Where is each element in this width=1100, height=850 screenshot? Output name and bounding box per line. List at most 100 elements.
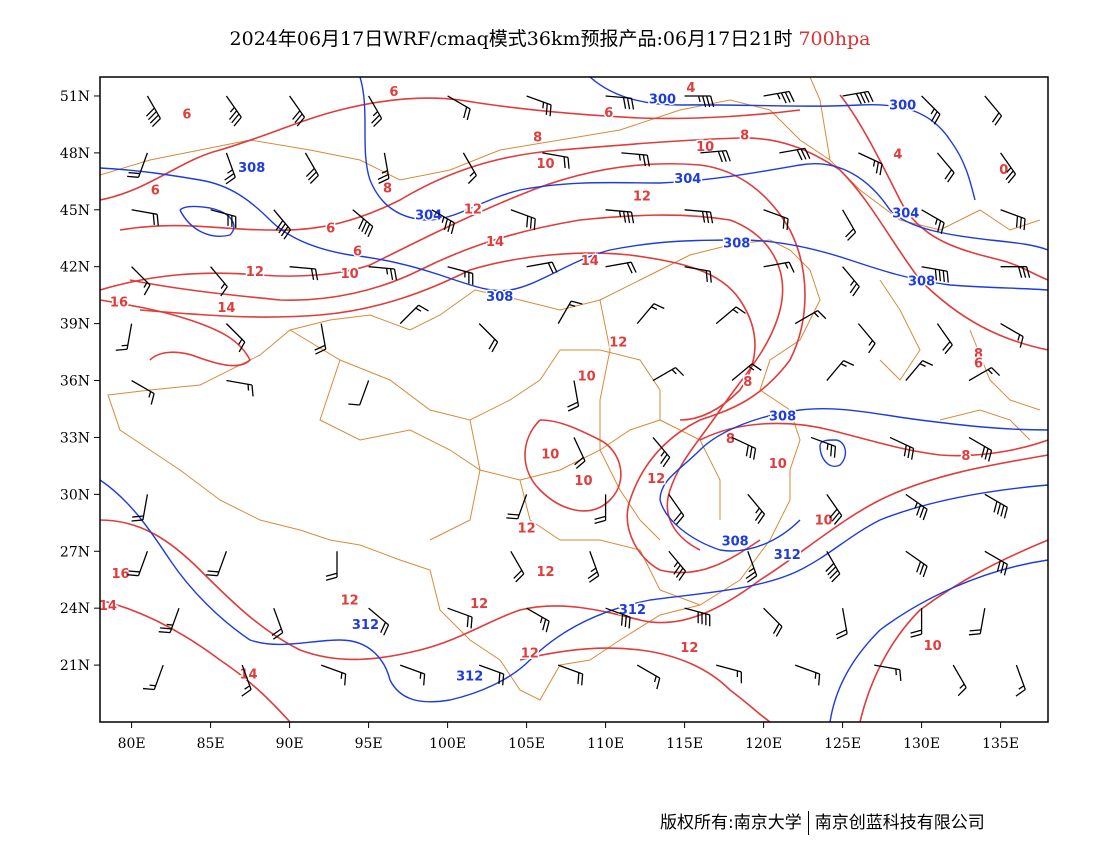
wind-barb [857, 323, 876, 354]
y-axis-ticks: 51N 48N 45N 42N 39N 36N 33N 30N 27N 24N 21N [60, 89, 100, 674]
wind-barb [763, 90, 795, 104]
wind-barb [447, 607, 473, 629]
wind-barb [794, 310, 827, 325]
temp-isotherm-8 [119, 137, 1048, 351]
wind-barb [684, 95, 715, 108]
temperature-label: 4 [893, 148, 902, 163]
wind-barb [936, 323, 953, 355]
wind-barb [320, 664, 347, 686]
temperature-label: 14 [239, 667, 257, 682]
wind-barb [594, 494, 607, 524]
temperature-label: 12 [633, 189, 651, 204]
wind-barb [145, 95, 161, 128]
x-tick-label: 100E [429, 736, 466, 752]
wind-barb [826, 360, 855, 381]
wind-barb [763, 261, 795, 273]
temperature-label: 10 [537, 157, 555, 172]
footer: 版权所有:南京大学 南京创蓝科技有限公司 [660, 808, 985, 835]
wind-barb [158, 607, 180, 634]
copyright-text: 版权所有:南京大学 [660, 813, 802, 833]
wind-barb [905, 493, 928, 521]
wind-barb [399, 304, 429, 325]
wind-barb [399, 664, 426, 686]
geopotential-label: 312 [456, 669, 483, 684]
temperature-label: 6 [974, 356, 983, 371]
x-tick-label: 80E [118, 736, 146, 752]
wind-barb [273, 209, 292, 240]
geopotential-label: 312 [352, 618, 379, 633]
temperature-label: 6 [326, 222, 335, 237]
wind-barb [605, 261, 637, 274]
y-tick-label: 45N [60, 203, 90, 219]
temperature-label: 0 [999, 163, 1008, 178]
chart-title: 2024年06月17日WRF/cmaq模式36km预报产品:06月17日21时 7… [0, 24, 1100, 51]
x-tick-label: 95E [355, 736, 383, 752]
y-tick-label: 33N [60, 430, 90, 446]
wind-barb [478, 664, 505, 686]
y-tick-label: 24N [60, 601, 90, 617]
temperature-label: 12 [464, 203, 482, 218]
wind-barb [984, 550, 1008, 576]
temperature-label: 10 [578, 370, 596, 385]
geo-isoline-308-west [100, 167, 1048, 292]
temperature-label: 8 [740, 129, 749, 144]
wind-barb [131, 379, 155, 405]
wind-barb [968, 436, 993, 462]
y-tick-label: 30N [60, 487, 90, 503]
geo-isoline-outline-1 [179, 205, 235, 237]
temp-isotherm-16 [100, 299, 251, 367]
temperature-label: 16 [111, 567, 129, 582]
wind-barb [1000, 152, 1017, 184]
wind-barb [668, 493, 685, 525]
geopotential-label: 308 [769, 409, 796, 424]
temperature-label: 12 [518, 521, 536, 536]
geopotential-contours [100, 77, 1048, 722]
wind-barb [668, 550, 687, 581]
y-tick-label: 36N [60, 374, 90, 390]
temperature-label: 8 [383, 182, 392, 197]
temperature-label: 6 [353, 244, 362, 259]
wind-barb [984, 493, 1008, 519]
temp-isotherm-6 [100, 97, 801, 201]
temp-isotherm-8-east [699, 422, 1048, 457]
temperature-label: 8 [726, 432, 735, 447]
wind-barb [921, 266, 949, 283]
geopotential-label: 308 [908, 275, 935, 290]
geopotential-label: 304 [674, 172, 701, 187]
temperature-label: 12 [470, 597, 488, 612]
wind-barb [684, 607, 711, 627]
wind-barb [526, 95, 552, 117]
wind-barb [304, 152, 319, 184]
y-tick-label: 51N [60, 89, 90, 105]
temperature-label: 10 [541, 447, 559, 462]
temp-isotherm-12 [129, 214, 784, 551]
temp-isotherm-10-south [524, 419, 622, 512]
wind-barb [858, 152, 883, 176]
wind-barb [763, 607, 783, 637]
temp-isotherm-12-east [519, 647, 771, 722]
wind-barb [325, 551, 338, 581]
temperature-label: 10 [341, 267, 359, 282]
x-tick-label: 115E [666, 736, 703, 752]
title-main: 2024年06月17日WRF/cmaq模式36km预报产品:06月17日21时 [229, 28, 793, 50]
wind-barb [936, 152, 955, 183]
province-lines [289, 299, 721, 606]
wind-barb [921, 95, 941, 125]
wind-barb [652, 437, 671, 468]
wind-barb [587, 551, 600, 583]
temperature-label: 10 [769, 457, 787, 472]
wind-barb [905, 360, 934, 381]
wind-barb [225, 95, 242, 127]
wind-barb [289, 266, 319, 281]
wind-barb [462, 152, 477, 184]
temperature-label: 12 [609, 335, 627, 350]
x-tick-label: 135E [982, 736, 1019, 752]
wind-barb [271, 607, 284, 640]
wind-barb [731, 363, 762, 382]
x-tick-label: 125E [824, 736, 861, 752]
temp-isotherm-10-east [859, 539, 1048, 722]
neighbor-borders [100, 77, 1041, 441]
wind-barb [921, 209, 945, 234]
wind-barb [557, 664, 584, 686]
